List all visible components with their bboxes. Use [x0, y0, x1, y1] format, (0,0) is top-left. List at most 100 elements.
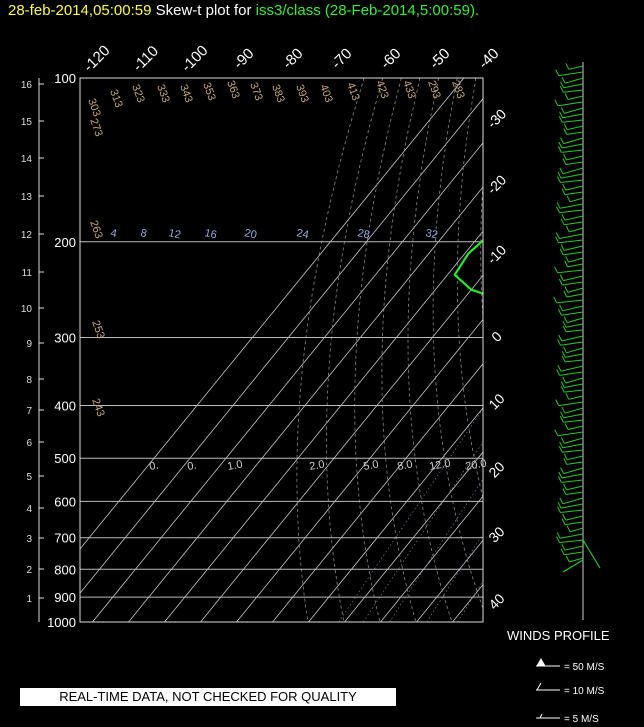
wind-barb [569, 527, 584, 533]
wind-barb-flag [557, 171, 562, 179]
wind-legend-label: = 5 M/S [564, 714, 599, 725]
wind-barb [567, 455, 584, 461]
wind-barb [566, 293, 584, 298]
wind-barb [565, 353, 584, 358]
wind-barb-flag [560, 381, 565, 388]
wind-barb-flag [561, 188, 566, 195]
wind-barb [566, 131, 584, 135]
dry-adiabat-label: 343 [177, 83, 195, 104]
mixing-ratio-label: 28 [356, 227, 370, 241]
wind-barb [561, 311, 584, 316]
wind-barb [566, 461, 584, 465]
wind-barb-flag [554, 99, 559, 106]
lower-ratio-label: 0. [186, 460, 197, 473]
mixing-ratio-line [578, 78, 644, 622]
wind-legend-label: = 50 M/S [564, 662, 605, 673]
dry-adiabat-line [407, 78, 453, 622]
top-temperature-label: -120 [80, 42, 113, 75]
dry-adiabat-line [325, 78, 384, 622]
wind-barb-flag [555, 232, 560, 239]
right-temperature-label: -10 [484, 242, 510, 268]
wind-barb-flag [556, 176, 561, 183]
wind-barb [568, 395, 584, 400]
pressure-tick-label: 200 [54, 235, 76, 250]
wind-barb [566, 347, 584, 354]
mixing-ratio-label: 4 [109, 227, 117, 240]
wind-barb-flag [559, 167, 564, 175]
top-temperature-label: -70 [328, 45, 355, 72]
wind-barb [564, 437, 584, 444]
wind-barb-flag [556, 202, 561, 209]
wind-barb-flag [559, 304, 563, 312]
wind-barb [567, 425, 584, 430]
wind-barb-flag [560, 137, 565, 144]
dry-adiabat-label: 253 [89, 319, 107, 340]
wind-barb-flag [559, 85, 564, 93]
isotherm-line [80, 98, 483, 594]
wind-barb-flag [560, 81, 564, 88]
dry-adiabat-label: 353 [200, 81, 218, 102]
wind-barb [567, 287, 584, 293]
dry-adiabat-label: 423 [373, 79, 391, 100]
wind-barb [569, 557, 584, 563]
wind-barb [564, 215, 584, 221]
wind-barb-flag [564, 423, 569, 430]
height-tick-label: 5 [26, 472, 32, 483]
dry-adiabat-label: 383 [269, 83, 287, 104]
wind-barb-flag [556, 506, 561, 513]
wind-barb [560, 341, 584, 346]
wind-barb [560, 179, 584, 183]
pressure-tick-label: 1000 [47, 615, 76, 630]
dry-adiabat-label: 293 [425, 79, 443, 100]
wind-barb-flag [555, 236, 560, 243]
wind-barb-flag [556, 206, 560, 213]
wind-barb-flag [560, 244, 565, 251]
wind-barb-flag [556, 536, 560, 543]
wind-barb-flag [563, 153, 567, 161]
height-tick-label: 10 [21, 304, 33, 315]
wind-barb [567, 317, 584, 324]
mixing-ratio-line [606, 78, 644, 622]
wind-barb [556, 299, 584, 304]
dry-adiabat-line [456, 78, 483, 500]
wind-barb [563, 413, 584, 419]
lower-ratio-label: 0. [148, 460, 159, 473]
wind-barb [561, 143, 584, 149]
dry-adiabat-label: 433 [400, 79, 418, 100]
wind-barb [563, 467, 584, 475]
mixing-ratio-line [389, 478, 483, 622]
dry-adiabat-label: 273 [87, 117, 105, 138]
dry-adiabat-label: 333 [154, 83, 172, 104]
wind-barb-flag [559, 248, 564, 256]
wind-barb-flag [566, 195, 571, 203]
lower-ratio-label: 5.0 [362, 458, 379, 472]
isotherm-line [525, 78, 644, 622]
wind-barb [567, 95, 584, 100]
wind-legend-barb [536, 713, 560, 719]
wind-barb-flag [558, 141, 563, 149]
wind-barb-flag [559, 497, 564, 505]
height-tick-label: 1 [26, 594, 32, 605]
mixing-ratio-line [526, 78, 644, 622]
height-tick-label: 6 [26, 438, 32, 449]
temperature-profile-line [530, 78, 644, 563]
title-text: Skew-t plot for [155, 2, 252, 19]
wind-barb-flag [559, 415, 564, 423]
wind-barb-flag [557, 339, 561, 346]
height-tick-label: 9 [26, 339, 32, 350]
dry-adiabat-label: 323 [129, 83, 147, 104]
wind-barb-flag [562, 488, 567, 495]
wind-barb-flag [563, 346, 567, 354]
wind-barb-flag [565, 63, 570, 70]
wind-barb [560, 509, 584, 513]
wind-barb [560, 365, 584, 372]
wind-barb-flag [563, 453, 568, 460]
wind-barb-flag [563, 316, 568, 323]
wind-barb-flag [557, 308, 562, 316]
wind-barb [563, 89, 584, 93]
wind-barb-flag [556, 369, 561, 376]
wind-barb-flag [558, 278, 563, 286]
wind-barb-flag [562, 513, 567, 521]
top-temperature-label: -80 [279, 45, 306, 72]
dry-adiabat-line [432, 78, 483, 610]
